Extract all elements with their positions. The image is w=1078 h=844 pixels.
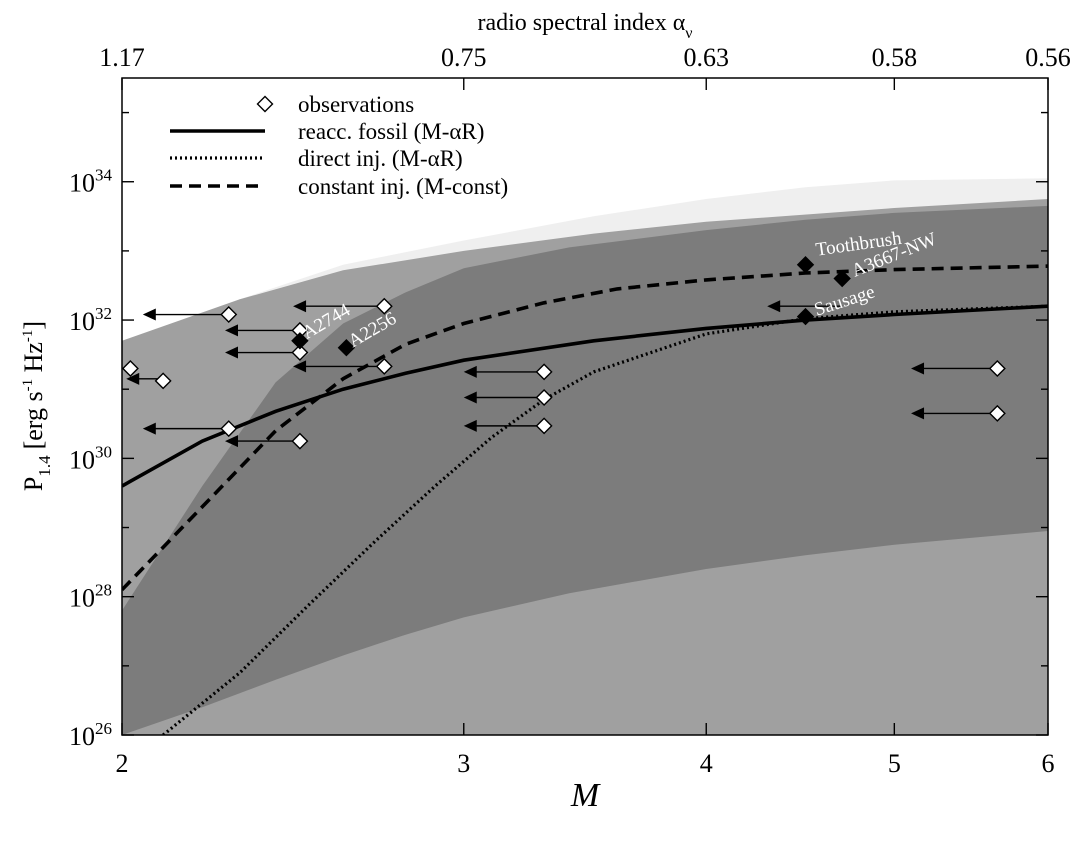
observation-filled-sausage	[796, 307, 815, 326]
observation-open-diamond	[291, 344, 309, 362]
upper-limit-arrows	[126, 300, 998, 448]
observation-open-diamond	[220, 306, 238, 324]
top-axis-label: radio spectral index αν	[477, 10, 692, 42]
top-tick-label: 1.17	[99, 43, 145, 72]
observation-open-diamond	[988, 404, 1006, 422]
y-tick-label: 1026	[69, 719, 112, 751]
observation-open-diamond	[291, 432, 309, 450]
observation-open-diamond	[535, 363, 553, 381]
curve-dotted	[162, 304, 1048, 735]
observation-filled-a3667-nw	[833, 269, 851, 288]
y-tick-label: 1032	[69, 304, 112, 336]
legend-label: reacc. fossil (M-αR)	[298, 119, 484, 144]
upper-limit-arrowhead	[126, 372, 140, 385]
curve-solid	[122, 304, 1048, 488]
upper-limit-arrowhead	[142, 422, 156, 435]
observation-filled-a2744	[291, 332, 309, 350]
upper-limit-arrowhead	[463, 391, 477, 404]
upper-limit-arrowhead	[911, 362, 925, 375]
legend-label: observations	[298, 92, 414, 117]
y-tick-label: 1034	[69, 166, 113, 198]
top-tick-label: 0.63	[683, 43, 729, 72]
upper-limit-arrowhead	[463, 365, 477, 378]
top-tick-label: 0.58	[872, 43, 918, 72]
observation-open-diamond	[988, 359, 1006, 377]
x-tick-label: 3	[457, 749, 470, 778]
observation-filled-toothbrush	[796, 256, 815, 274]
upper-limit-arrowhead	[767, 300, 781, 313]
legend-label: constant inj. (M-const)	[298, 174, 508, 199]
curve-dashed	[122, 264, 1048, 592]
upper-limit-arrowhead	[225, 346, 239, 359]
observation-open-diamond	[375, 297, 393, 315]
upper-limit-arrowhead	[225, 435, 239, 448]
upper-limit-arrowhead	[911, 407, 925, 420]
observation-open-diamond	[220, 420, 238, 438]
upper-limit-arrowhead	[142, 308, 156, 321]
upper-limit-arrowhead	[463, 419, 477, 432]
top-tick-label: 0.75	[441, 43, 487, 72]
model-curves	[122, 264, 1048, 735]
x-tick-label: 4	[700, 749, 713, 778]
upper-limit-arrowhead	[293, 300, 307, 313]
band-2	[122, 205, 1048, 735]
top-tick-label: 0.56	[1025, 43, 1071, 72]
x-tick-label: 2	[116, 749, 129, 778]
plot-frame	[121, 77, 1049, 736]
uncertainty-bands	[122, 178, 1048, 735]
observation-open-diamond	[535, 389, 553, 406]
legend-marker-observations	[256, 95, 274, 113]
legend-label: direct inj. (M-αR)	[298, 146, 463, 171]
observation-markers	[121, 256, 1006, 450]
observation-open-diamond	[535, 417, 553, 435]
observation-open-diamond	[375, 357, 393, 375]
x-axis-label: M	[570, 777, 601, 814]
x-tick-label: 5	[888, 749, 901, 778]
axes: 2 1.17 3 0.75 4 0.63 5 0.58 6 0.56 1026 1028 1030 103…	[69, 43, 1071, 778]
observation-filled-a2256	[337, 339, 356, 357]
x-tick-label: 6	[1042, 749, 1055, 778]
observation-open-diamond	[154, 372, 172, 390]
y-axis-label: P1.4[erg s-1 Hz-1]	[19, 321, 54, 491]
observation-open-diamond	[121, 359, 139, 377]
upper-limit-arrowhead	[225, 324, 239, 337]
y-tick-label: 1028	[69, 581, 112, 613]
y-tick-label: 1030	[69, 442, 112, 474]
upper-limit-arrowhead	[293, 360, 307, 373]
